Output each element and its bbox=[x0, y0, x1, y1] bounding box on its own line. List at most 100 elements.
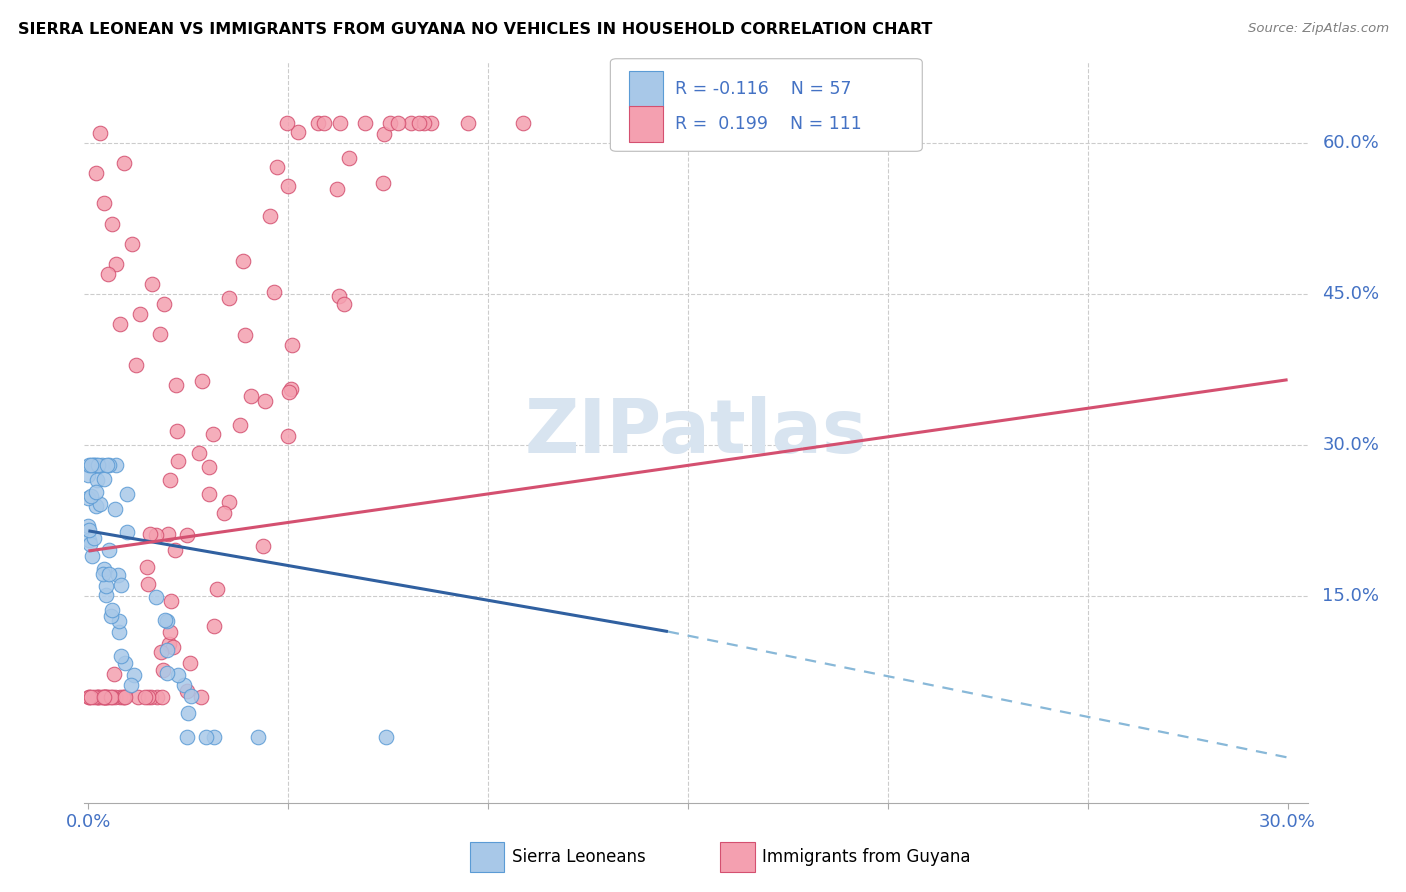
Point bbox=[149, 327, 172, 342]
Point bbox=[326, 182, 349, 196]
Point bbox=[204, 619, 226, 633]
Point bbox=[93, 690, 115, 704]
Point bbox=[105, 257, 128, 271]
Point bbox=[145, 528, 167, 542]
Text: 30.0%: 30.0% bbox=[1322, 436, 1379, 454]
Point bbox=[77, 523, 100, 537]
Point bbox=[157, 527, 180, 541]
Point bbox=[159, 474, 181, 488]
Point bbox=[371, 176, 394, 190]
Point bbox=[156, 665, 179, 680]
Point bbox=[80, 458, 103, 473]
Point bbox=[218, 494, 240, 508]
Point bbox=[82, 458, 104, 473]
Point bbox=[110, 649, 132, 664]
Point bbox=[86, 690, 108, 704]
Point bbox=[180, 689, 202, 703]
Point bbox=[127, 690, 149, 704]
Point bbox=[104, 458, 127, 473]
FancyBboxPatch shape bbox=[628, 106, 664, 142]
Point bbox=[112, 156, 135, 170]
Point bbox=[198, 487, 221, 501]
Point bbox=[233, 327, 256, 342]
Point bbox=[153, 297, 176, 311]
Point bbox=[328, 289, 350, 303]
Point bbox=[162, 640, 184, 654]
Point bbox=[77, 458, 100, 473]
Point bbox=[108, 614, 131, 628]
Text: R =  0.199    N = 111: R = 0.199 N = 111 bbox=[675, 115, 862, 133]
Point bbox=[157, 637, 180, 651]
Point bbox=[232, 253, 254, 268]
Point bbox=[80, 489, 103, 503]
Point bbox=[378, 116, 401, 130]
Point bbox=[681, 116, 703, 130]
Point bbox=[83, 690, 105, 704]
Point bbox=[94, 579, 117, 593]
Point bbox=[354, 116, 377, 130]
Point bbox=[94, 690, 117, 704]
Point bbox=[259, 209, 281, 223]
Point bbox=[93, 472, 115, 486]
Point bbox=[247, 731, 270, 745]
Point bbox=[93, 196, 115, 211]
Point bbox=[114, 657, 136, 671]
Point bbox=[77, 690, 100, 704]
Point bbox=[86, 474, 108, 488]
Point bbox=[117, 486, 139, 500]
Point bbox=[121, 236, 143, 251]
Point bbox=[149, 645, 172, 659]
Point bbox=[97, 267, 120, 281]
Point bbox=[399, 116, 422, 130]
FancyBboxPatch shape bbox=[720, 842, 755, 871]
Point bbox=[136, 559, 159, 574]
Point bbox=[96, 458, 118, 473]
Point bbox=[191, 374, 214, 388]
Point bbox=[307, 116, 329, 130]
Point bbox=[337, 151, 360, 165]
Point bbox=[114, 690, 136, 704]
Point bbox=[110, 318, 132, 332]
Point bbox=[155, 615, 177, 629]
Text: 45.0%: 45.0% bbox=[1322, 285, 1379, 303]
Point bbox=[672, 116, 695, 130]
Point bbox=[89, 126, 111, 140]
Point bbox=[263, 285, 285, 299]
FancyBboxPatch shape bbox=[610, 59, 922, 152]
Point bbox=[287, 125, 309, 139]
Point bbox=[176, 528, 198, 542]
Point bbox=[165, 377, 187, 392]
Text: Source: ZipAtlas.com: Source: ZipAtlas.com bbox=[1249, 22, 1389, 36]
Point bbox=[87, 458, 110, 473]
Point bbox=[82, 549, 104, 563]
Point bbox=[136, 690, 159, 704]
Point bbox=[91, 567, 114, 582]
Point bbox=[97, 566, 120, 581]
Point bbox=[111, 690, 134, 704]
Point bbox=[332, 297, 354, 311]
Point bbox=[108, 690, 131, 704]
Point bbox=[277, 429, 299, 443]
Point bbox=[457, 116, 479, 130]
Point bbox=[115, 525, 138, 540]
Point bbox=[90, 690, 112, 704]
Point bbox=[218, 291, 240, 305]
Point bbox=[624, 116, 647, 130]
Point bbox=[77, 518, 100, 533]
Text: R = -0.116    N = 57: R = -0.116 N = 57 bbox=[675, 80, 852, 98]
Point bbox=[84, 484, 107, 499]
Point bbox=[281, 338, 304, 352]
Point bbox=[83, 458, 105, 473]
Point bbox=[176, 684, 198, 698]
Point bbox=[79, 533, 101, 548]
Point bbox=[155, 613, 177, 627]
Point bbox=[420, 116, 443, 130]
Point bbox=[373, 128, 395, 142]
Point bbox=[187, 446, 209, 460]
Point bbox=[202, 427, 225, 442]
Text: Immigrants from Guyana: Immigrants from Guyana bbox=[762, 848, 970, 866]
Point bbox=[91, 458, 114, 473]
Point bbox=[254, 393, 277, 408]
Point bbox=[146, 690, 169, 704]
Text: SIERRA LEONEAN VS IMMIGRANTS FROM GUYANA NO VEHICLES IN HOUSEHOLD CORRELATION CH: SIERRA LEONEAN VS IMMIGRANTS FROM GUYANA… bbox=[18, 22, 932, 37]
